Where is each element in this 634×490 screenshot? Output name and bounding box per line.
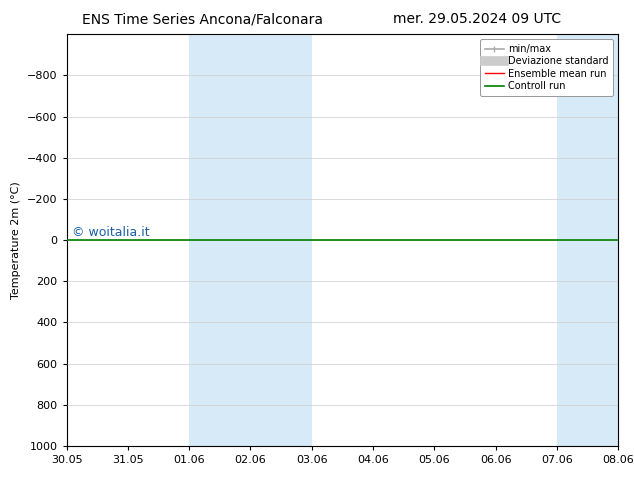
- Text: © woitalia.it: © woitalia.it: [72, 226, 150, 239]
- Y-axis label: Temperature 2m (°C): Temperature 2m (°C): [11, 181, 22, 299]
- Bar: [557, 34, 634, 446]
- Text: ENS Time Series Ancona/Falconara: ENS Time Series Ancona/Falconara: [82, 12, 323, 26]
- Text: mer. 29.05.2024 09 UTC: mer. 29.05.2024 09 UTC: [393, 12, 561, 26]
- Bar: [189, 34, 312, 446]
- Legend: min/max, Deviazione standard, Ensemble mean run, Controll run: min/max, Deviazione standard, Ensemble m…: [480, 39, 613, 96]
